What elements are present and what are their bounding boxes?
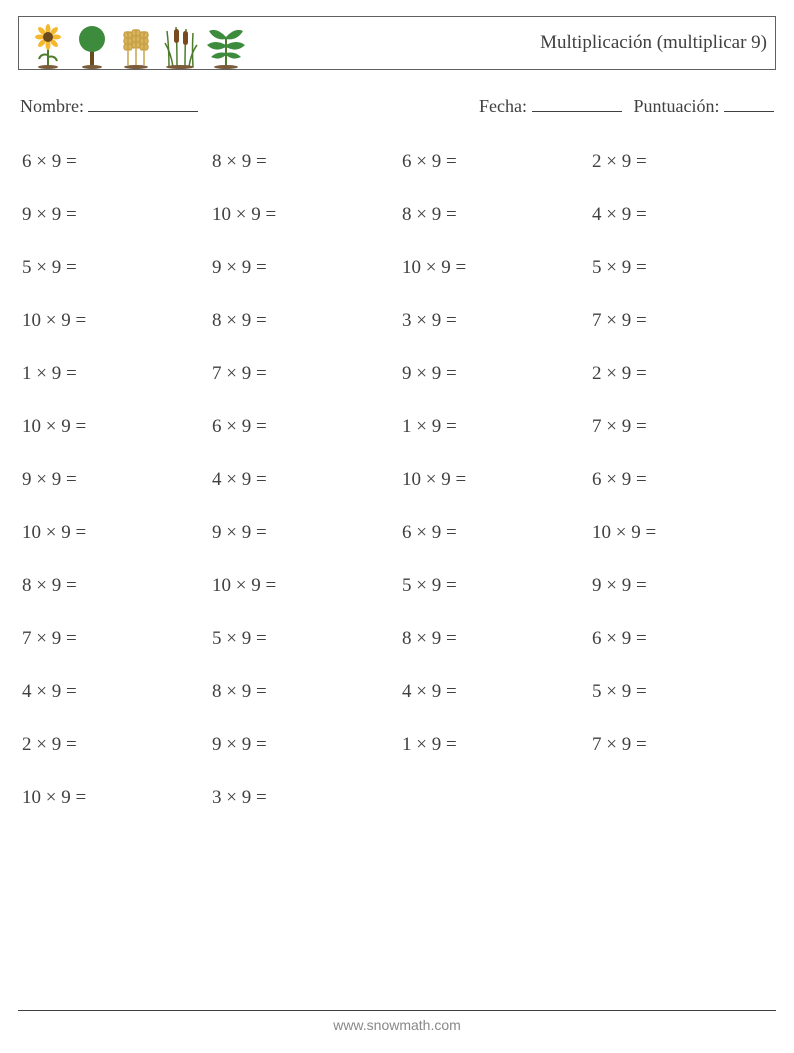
problem-cell: 5 × 9 = xyxy=(592,681,772,703)
problem-cell: 9 × 9 = xyxy=(22,469,202,491)
problem-cell: 9 × 9 = xyxy=(212,734,392,756)
problem-cell: 8 × 9 = xyxy=(212,151,392,173)
problem-cell: 10 × 9 = xyxy=(402,257,582,279)
problem-cell: 6 × 9 = xyxy=(402,522,582,544)
problem-cell: 1 × 9 = xyxy=(22,363,202,385)
cattail-icon xyxy=(159,23,201,69)
problem-cell: 2 × 9 = xyxy=(22,734,202,756)
problem-cell: 6 × 9 = xyxy=(402,151,582,173)
problem-cell: 4 × 9 = xyxy=(592,204,772,226)
worksheet-header: Multiplicación (multiplicar 9) xyxy=(18,16,776,70)
problem-cell xyxy=(592,787,772,809)
problem-cell: 9 × 9 = xyxy=(22,204,202,226)
score-field: Puntuación: xyxy=(634,94,775,117)
tree-icon xyxy=(71,23,113,69)
plant-icon xyxy=(203,23,249,69)
problem-cell: 1 × 9 = xyxy=(402,734,582,756)
problem-cell: 4 × 9 = xyxy=(402,681,582,703)
problems-grid: 6 × 9 = 8 × 9 = 6 × 9 = 2 × 9 = 9 × 9 = 10 × … xyxy=(18,151,776,809)
date-field: Fecha: xyxy=(479,94,621,117)
date-label: Fecha: xyxy=(479,96,527,116)
problem-cell: 10 × 9 = xyxy=(22,522,202,544)
decorative-icons xyxy=(27,17,249,69)
problem-cell: 1 × 9 = xyxy=(402,416,582,438)
problem-cell: 5 × 9 = xyxy=(592,257,772,279)
problem-cell: 7 × 9 = xyxy=(592,310,772,332)
problem-cell: 10 × 9 = xyxy=(22,416,202,438)
problem-cell xyxy=(402,787,582,809)
problem-cell: 6 × 9 = xyxy=(592,628,772,650)
problem-cell: 8 × 9 = xyxy=(212,310,392,332)
problem-cell: 10 × 9 = xyxy=(22,787,202,809)
problem-cell: 9 × 9 = xyxy=(402,363,582,385)
problem-cell: 7 × 9 = xyxy=(212,363,392,385)
problem-cell: 7 × 9 = xyxy=(592,734,772,756)
problem-cell: 4 × 9 = xyxy=(22,681,202,703)
score-label: Puntuación: xyxy=(634,96,720,116)
problem-cell: 9 × 9 = xyxy=(212,522,392,544)
name-label: Nombre: xyxy=(20,96,84,116)
date-underline xyxy=(532,94,622,112)
worksheet-title: Multiplicación (multiplicar 9) xyxy=(540,32,767,54)
problem-cell: 6 × 9 = xyxy=(592,469,772,491)
name-field: Nombre: xyxy=(20,94,198,117)
wheat-icon xyxy=(115,23,157,69)
problem-cell: 10 × 9 = xyxy=(402,469,582,491)
problem-cell: 8 × 9 = xyxy=(402,204,582,226)
problem-cell: 10 × 9 = xyxy=(212,575,392,597)
footer-divider xyxy=(18,1010,776,1011)
problem-cell: 8 × 9 = xyxy=(402,628,582,650)
problem-cell: 8 × 9 = xyxy=(22,575,202,597)
problem-cell: 7 × 9 = xyxy=(22,628,202,650)
problem-cell: 8 × 9 = xyxy=(212,681,392,703)
problem-cell: 3 × 9 = xyxy=(402,310,582,332)
problem-cell: 5 × 9 = xyxy=(22,257,202,279)
name-underline xyxy=(88,94,198,112)
problem-cell: 9 × 9 = xyxy=(212,257,392,279)
problem-cell: 5 × 9 = xyxy=(402,575,582,597)
footer: www.snowmath.com xyxy=(18,1010,776,1033)
problem-cell: 10 × 9 = xyxy=(22,310,202,332)
problem-cell: 10 × 9 = xyxy=(592,522,772,544)
problem-cell: 7 × 9 = xyxy=(592,416,772,438)
problem-cell: 9 × 9 = xyxy=(592,575,772,597)
problem-cell: 6 × 9 = xyxy=(22,151,202,173)
problem-cell: 6 × 9 = xyxy=(212,416,392,438)
score-underline xyxy=(724,94,774,112)
problem-cell: 2 × 9 = xyxy=(592,363,772,385)
problem-cell: 10 × 9 = xyxy=(212,204,392,226)
problem-cell: 3 × 9 = xyxy=(212,787,392,809)
problem-cell: 4 × 9 = xyxy=(212,469,392,491)
problem-cell: 5 × 9 = xyxy=(212,628,392,650)
problem-cell: 2 × 9 = xyxy=(592,151,772,173)
meta-row: Nombre: Fecha: Puntuación: xyxy=(18,94,776,117)
sunflower-icon xyxy=(27,23,69,69)
footer-text: www.snowmath.com xyxy=(18,1017,776,1033)
